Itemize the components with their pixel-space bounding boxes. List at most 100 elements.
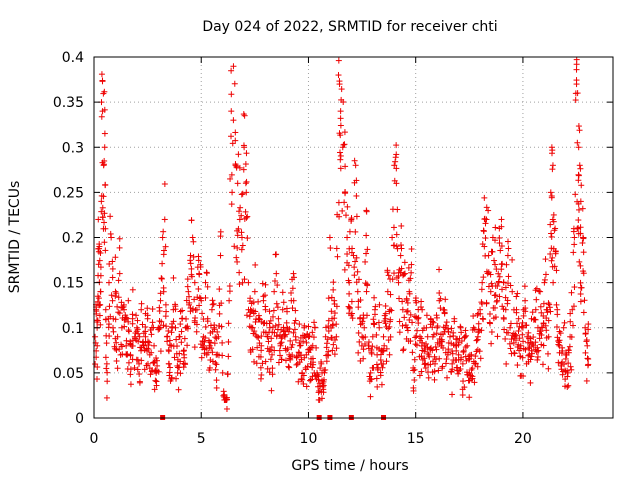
data-point: [568, 366, 575, 373]
data-point: [501, 326, 508, 333]
data-point: [109, 297, 116, 304]
data-point: [234, 232, 241, 239]
data-point: [461, 384, 468, 391]
data-point: [148, 349, 155, 356]
data-point: [196, 294, 203, 301]
data-point: [394, 206, 401, 213]
data-point: [94, 364, 101, 371]
data-point: [360, 346, 367, 353]
data-point: [545, 365, 552, 372]
data-point: [408, 261, 415, 268]
data-point: [513, 306, 520, 313]
data-point: [204, 283, 211, 290]
data-point: [376, 301, 383, 308]
data-point: [371, 294, 378, 301]
data-point: [179, 315, 186, 322]
data-point: [583, 377, 590, 384]
data-point: [104, 378, 111, 385]
data-point: [480, 274, 487, 281]
data-point: [101, 130, 108, 137]
data-point: [208, 306, 215, 313]
y-tick-label: 0.2: [62, 231, 84, 247]
data-point: [285, 328, 292, 335]
data-point: [291, 326, 298, 333]
data-point: [550, 279, 557, 286]
data-point: [492, 314, 499, 321]
data-point: [305, 349, 312, 356]
data-point: [445, 349, 452, 356]
data-point: [478, 327, 485, 334]
data-point: [127, 366, 134, 373]
data-point: [534, 353, 541, 360]
data-point: [473, 337, 480, 344]
data-point: [171, 354, 178, 361]
data-point: [575, 144, 582, 151]
data-point: [520, 338, 527, 345]
data-point: [133, 324, 140, 331]
data-point: [102, 182, 109, 189]
data-point: [323, 340, 330, 347]
data-point: [568, 334, 575, 341]
data-point: [240, 166, 247, 173]
data-point: [257, 353, 264, 360]
data-point: [348, 249, 355, 256]
data-point: [498, 243, 505, 250]
data-point: [498, 223, 505, 230]
data-point: [98, 208, 105, 215]
data-point: [453, 347, 460, 354]
data-point: [419, 339, 426, 346]
data-point: [573, 66, 580, 73]
data-point: [488, 340, 495, 347]
data-point: [387, 291, 394, 298]
data-point: [328, 308, 335, 315]
data-point: [269, 313, 276, 320]
data-point: [469, 365, 476, 372]
data-point: [98, 71, 105, 78]
data-point: [496, 273, 503, 280]
data-point: [99, 78, 106, 85]
data-point: [578, 284, 585, 291]
data-point: [309, 373, 316, 380]
data-point: [274, 304, 281, 311]
data-point: [487, 288, 494, 295]
data-point: [405, 264, 412, 271]
data-point: [114, 303, 121, 310]
data-point: [537, 288, 544, 295]
data-point: [106, 303, 113, 310]
data-point: [284, 308, 291, 315]
data-point: [266, 308, 273, 315]
data-point: [492, 224, 499, 231]
data-point: [449, 360, 456, 367]
data-point: [112, 316, 119, 323]
data-point: [282, 331, 289, 338]
x-tick-label: 15: [407, 431, 425, 447]
data-point: [577, 230, 584, 237]
data-point: [325, 328, 332, 335]
data-point: [575, 123, 582, 130]
data-point: [386, 351, 393, 358]
data-point: [406, 290, 413, 297]
data-point: [228, 91, 235, 98]
data-point: [215, 323, 222, 330]
data-point: [327, 245, 334, 252]
data-point: [543, 327, 550, 334]
data-point: [296, 339, 303, 346]
data-point: [571, 234, 578, 241]
data-point: [504, 300, 511, 307]
data-point: [160, 288, 167, 295]
data-point: [107, 213, 114, 220]
data-point: [136, 378, 143, 385]
y-tick-label: 0.05: [53, 366, 84, 382]
data-point: [273, 270, 280, 277]
data-point: [396, 295, 403, 302]
data-point: [119, 343, 126, 350]
data-point: [229, 189, 236, 196]
data-point: [400, 271, 407, 278]
data-point: [578, 182, 585, 189]
data-point: [95, 295, 102, 302]
data-point: [346, 279, 353, 286]
data-point: [579, 205, 586, 212]
data-point: [178, 339, 185, 346]
data-point: [478, 299, 485, 306]
data-point: [363, 208, 370, 215]
